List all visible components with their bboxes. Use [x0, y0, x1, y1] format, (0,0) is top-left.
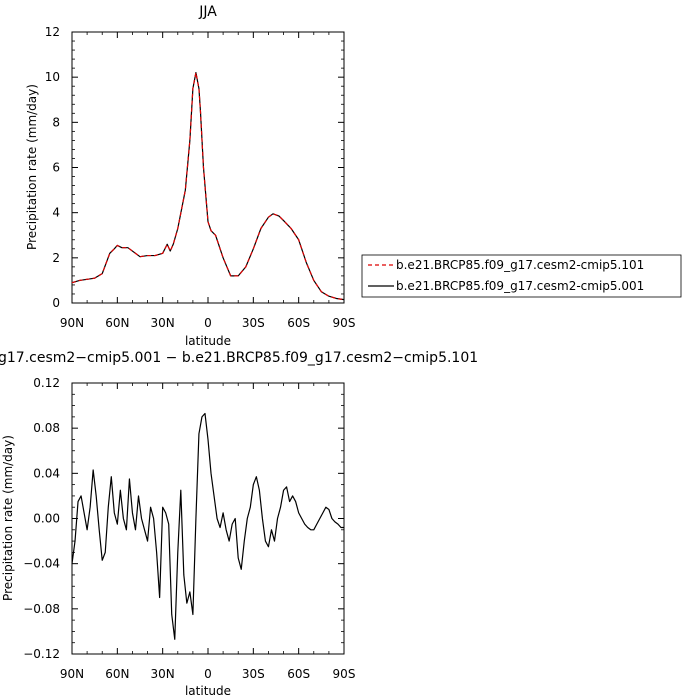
bottom-x-tick-label: 60S	[287, 667, 310, 681]
bottom-y-tick-label: 0.00	[33, 512, 60, 526]
bottom-y-tick-label: −0.04	[23, 557, 60, 571]
bottom-y-tick-label: 0.12	[33, 376, 60, 390]
bottom-plot-frame	[71, 382, 345, 655]
top-y-tick-label: 6	[52, 161, 60, 175]
top-y-tick-label: 2	[52, 251, 60, 265]
bottom-axis-ticks: 90N 60N 30N 0 30S 60S 90S −0.12 −0.08 −0.04 0.00 0.…	[23, 376, 355, 681]
top-y-tick-label: 12	[45, 25, 60, 39]
top-x-tick-label: 90S	[333, 316, 356, 330]
bottom-series-group	[71, 412, 344, 640]
top-x-tick-label: 30S	[242, 316, 265, 330]
bottom-x-tick-label: 90S	[333, 667, 356, 681]
top-x-tick-label: 90N	[60, 316, 84, 330]
top-x-tick-label: 0	[204, 316, 212, 330]
bottom-x-tick-label: 90N	[60, 667, 84, 681]
top-y-tick-label: 10	[45, 70, 60, 84]
top-y-tick-label: 8	[52, 115, 60, 129]
bottom-y-tick-label: −0.08	[23, 602, 60, 616]
top-plot-frame	[71, 31, 345, 304]
bottom-y-tick-label: 0.04	[33, 466, 60, 480]
bottom-y-tick-label: 0.08	[33, 421, 60, 435]
bottom-chart-title: g17.cesm2−cmip5.001 − b.e21.BRCP85.f09_g…	[0, 350, 478, 366]
top-chart-title: JJA	[198, 4, 217, 20]
bottom-series-line-0	[71, 412, 344, 640]
bottom-x-tick-label: 0	[204, 667, 212, 681]
bottom-x-tick-label: 30S	[242, 667, 265, 681]
top-y-tick-label: 4	[52, 206, 60, 220]
bottom-y-axis-label: Precipitation rate (mm/day)	[1, 435, 15, 601]
top-x-tick-label: 60S	[287, 316, 310, 330]
top-series-line-1	[71, 72, 345, 301]
top-series-line-0	[71, 72, 345, 301]
top-x-tick-label: 30N	[151, 316, 175, 330]
top-axis-ticks: 90N 60N 30N 0 30S 60S 90S 0 2 4 6 8 10 12	[45, 25, 356, 330]
legend-label-001: b.e21.BRCP85.f09_g17.cesm2-cmip5.001	[396, 279, 644, 293]
top-y-tick-label: 0	[52, 296, 60, 310]
bottom-x-axis-label: latitude	[185, 684, 231, 698]
legend-label-101: b.e21.BRCP85.f09_g17.cesm2-cmip5.101	[396, 258, 644, 272]
top-series-group	[71, 72, 345, 301]
bottom-x-tick-label: 60N	[105, 667, 129, 681]
legend-box	[361, 254, 682, 298]
bottom-x-tick-label: 30N	[151, 667, 175, 681]
bottom-y-tick-label: −0.12	[23, 647, 60, 661]
bottom-panel: g17.cesm2−cmip5.001 − b.e21.BRCP85.f09_g…	[0, 350, 478, 698]
top-x-tick-label: 60N	[105, 316, 129, 330]
legend: b.e21.BRCP85.f09_g17.cesm2-cmip5.101 b.e…	[361, 254, 682, 298]
top-y-axis-label: Precipitation rate (mm/day)	[25, 84, 39, 250]
top-x-axis-label: latitude	[185, 334, 231, 348]
top-panel: JJA Precipitation rate (mm/day) latitude…	[25, 4, 355, 348]
